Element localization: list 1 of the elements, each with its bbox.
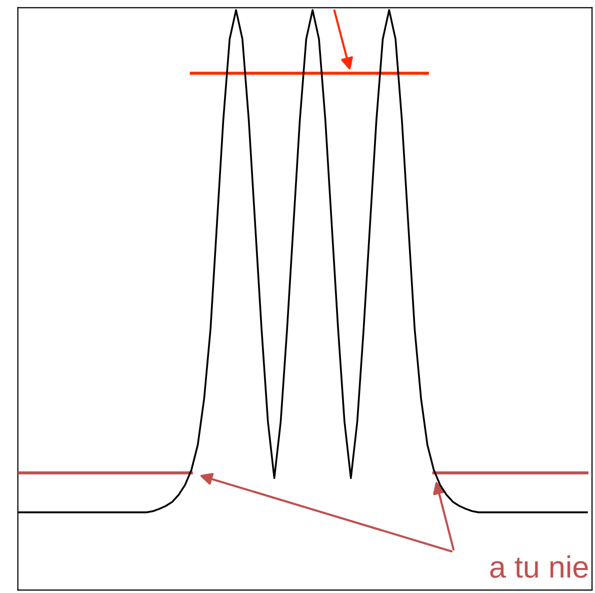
annotation: a tu nie: [490, 555, 588, 578]
